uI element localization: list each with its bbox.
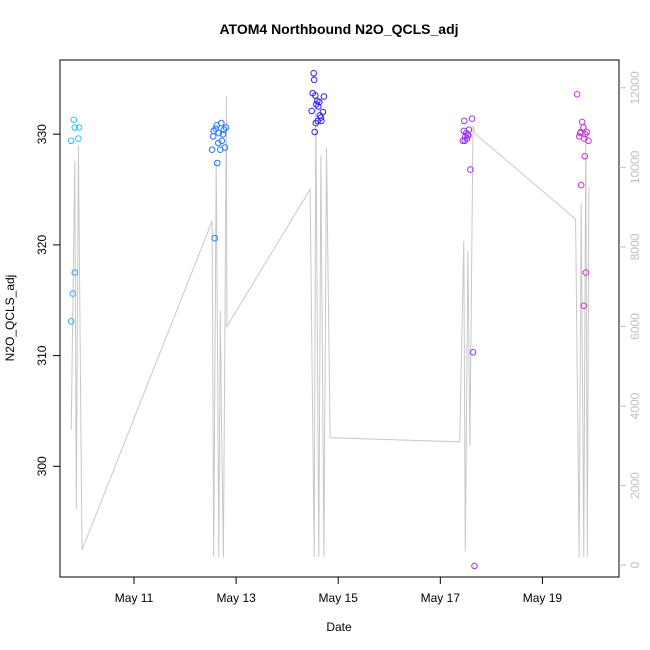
y-tick-label: 300 bbox=[35, 456, 49, 476]
y2-tick-label: 12000 bbox=[628, 71, 642, 105]
data-point bbox=[212, 125, 219, 132]
data-point bbox=[461, 137, 469, 145]
data-point bbox=[582, 269, 590, 276]
data-point bbox=[70, 116, 78, 124]
data-point bbox=[67, 137, 75, 145]
y2-axis: 0 2000 4000 6000 8000 10000 12000 bbox=[619, 71, 642, 568]
y-axis-label: N2O_QCLS_adj bbox=[3, 275, 17, 362]
data-point bbox=[469, 349, 477, 356]
data-point bbox=[311, 128, 319, 136]
y2-tick-label: 10000 bbox=[628, 150, 642, 184]
data-point bbox=[316, 98, 323, 106]
data-point bbox=[310, 70, 318, 77]
y2-tick-label: 0 bbox=[628, 561, 642, 568]
data-point bbox=[581, 153, 589, 160]
data-point bbox=[71, 124, 79, 131]
data-point bbox=[317, 114, 325, 121]
data-point bbox=[467, 166, 474, 173]
chart-title: ATOM4 Northbound N2O_QCLS_adj bbox=[219, 21, 458, 37]
data-point bbox=[213, 159, 221, 167]
data-point bbox=[463, 135, 471, 142]
x-tick-label: May 13 bbox=[216, 591, 256, 605]
data-point bbox=[219, 130, 227, 138]
y2-tick-label: 4000 bbox=[628, 392, 642, 419]
data-point bbox=[320, 93, 328, 100]
data-point bbox=[468, 115, 476, 122]
data-point bbox=[465, 132, 472, 139]
x-tick-label: May 19 bbox=[523, 591, 563, 605]
data-point bbox=[577, 181, 585, 189]
y2-series-layer bbox=[70, 95, 590, 558]
data-point bbox=[222, 124, 230, 131]
x-axis-label: Date bbox=[326, 620, 352, 634]
data-point bbox=[209, 133, 217, 140]
y-tick-label: 320 bbox=[35, 235, 49, 255]
x-tick-label: May 15 bbox=[319, 591, 359, 605]
y2-series-line bbox=[70, 95, 590, 558]
data-point bbox=[308, 107, 316, 115]
plot-frame bbox=[59, 59, 620, 578]
data-point bbox=[315, 103, 322, 110]
x-tick-label: May 17 bbox=[421, 591, 461, 605]
data-point bbox=[218, 119, 225, 127]
y-axis: 300 310 320 330 bbox=[35, 124, 60, 476]
data-point bbox=[75, 124, 83, 131]
data-point bbox=[211, 234, 218, 242]
data-point bbox=[583, 128, 591, 136]
data-point bbox=[319, 108, 327, 116]
scatter-points-layer bbox=[67, 70, 592, 570]
data-point bbox=[576, 129, 584, 137]
y-tick-label: 310 bbox=[35, 345, 49, 365]
data-point bbox=[215, 139, 222, 147]
data-point bbox=[310, 76, 318, 84]
y-tick-label: 330 bbox=[35, 124, 49, 144]
data-point bbox=[71, 269, 79, 276]
data-point bbox=[461, 117, 468, 125]
data-point bbox=[471, 562, 478, 570]
data-point bbox=[221, 144, 229, 151]
data-point bbox=[215, 129, 223, 137]
data-point bbox=[312, 119, 320, 127]
y2-tick-label: 8000 bbox=[628, 233, 642, 260]
data-point bbox=[218, 137, 226, 145]
data-point bbox=[75, 135, 82, 142]
data-point bbox=[208, 146, 216, 153]
data-point bbox=[573, 91, 581, 98]
x-tick-label: May 11 bbox=[115, 591, 154, 605]
data-point bbox=[580, 302, 588, 310]
data-point bbox=[318, 117, 325, 125]
data-point bbox=[69, 290, 77, 297]
data-point bbox=[585, 137, 592, 145]
data-point bbox=[578, 118, 586, 126]
data-point bbox=[312, 92, 319, 99]
data-point bbox=[220, 126, 228, 133]
data-point bbox=[67, 318, 75, 325]
x-axis: May 11 May 13 May 15 May 17 May 19 bbox=[115, 577, 563, 605]
y2-tick-label: 2000 bbox=[628, 472, 642, 499]
data-point bbox=[580, 124, 587, 131]
y2-tick-label: 6000 bbox=[628, 313, 642, 340]
